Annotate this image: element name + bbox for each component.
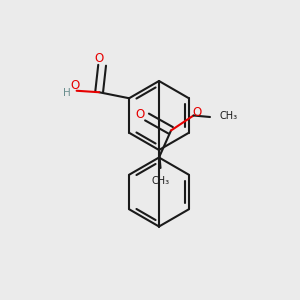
Text: O: O	[94, 52, 104, 65]
Text: O: O	[135, 108, 144, 121]
Text: O: O	[70, 79, 80, 92]
Text: H: H	[63, 88, 71, 98]
Text: O: O	[193, 106, 202, 119]
Text: CH₃: CH₃	[219, 111, 237, 121]
Text: CH₃: CH₃	[152, 176, 169, 185]
